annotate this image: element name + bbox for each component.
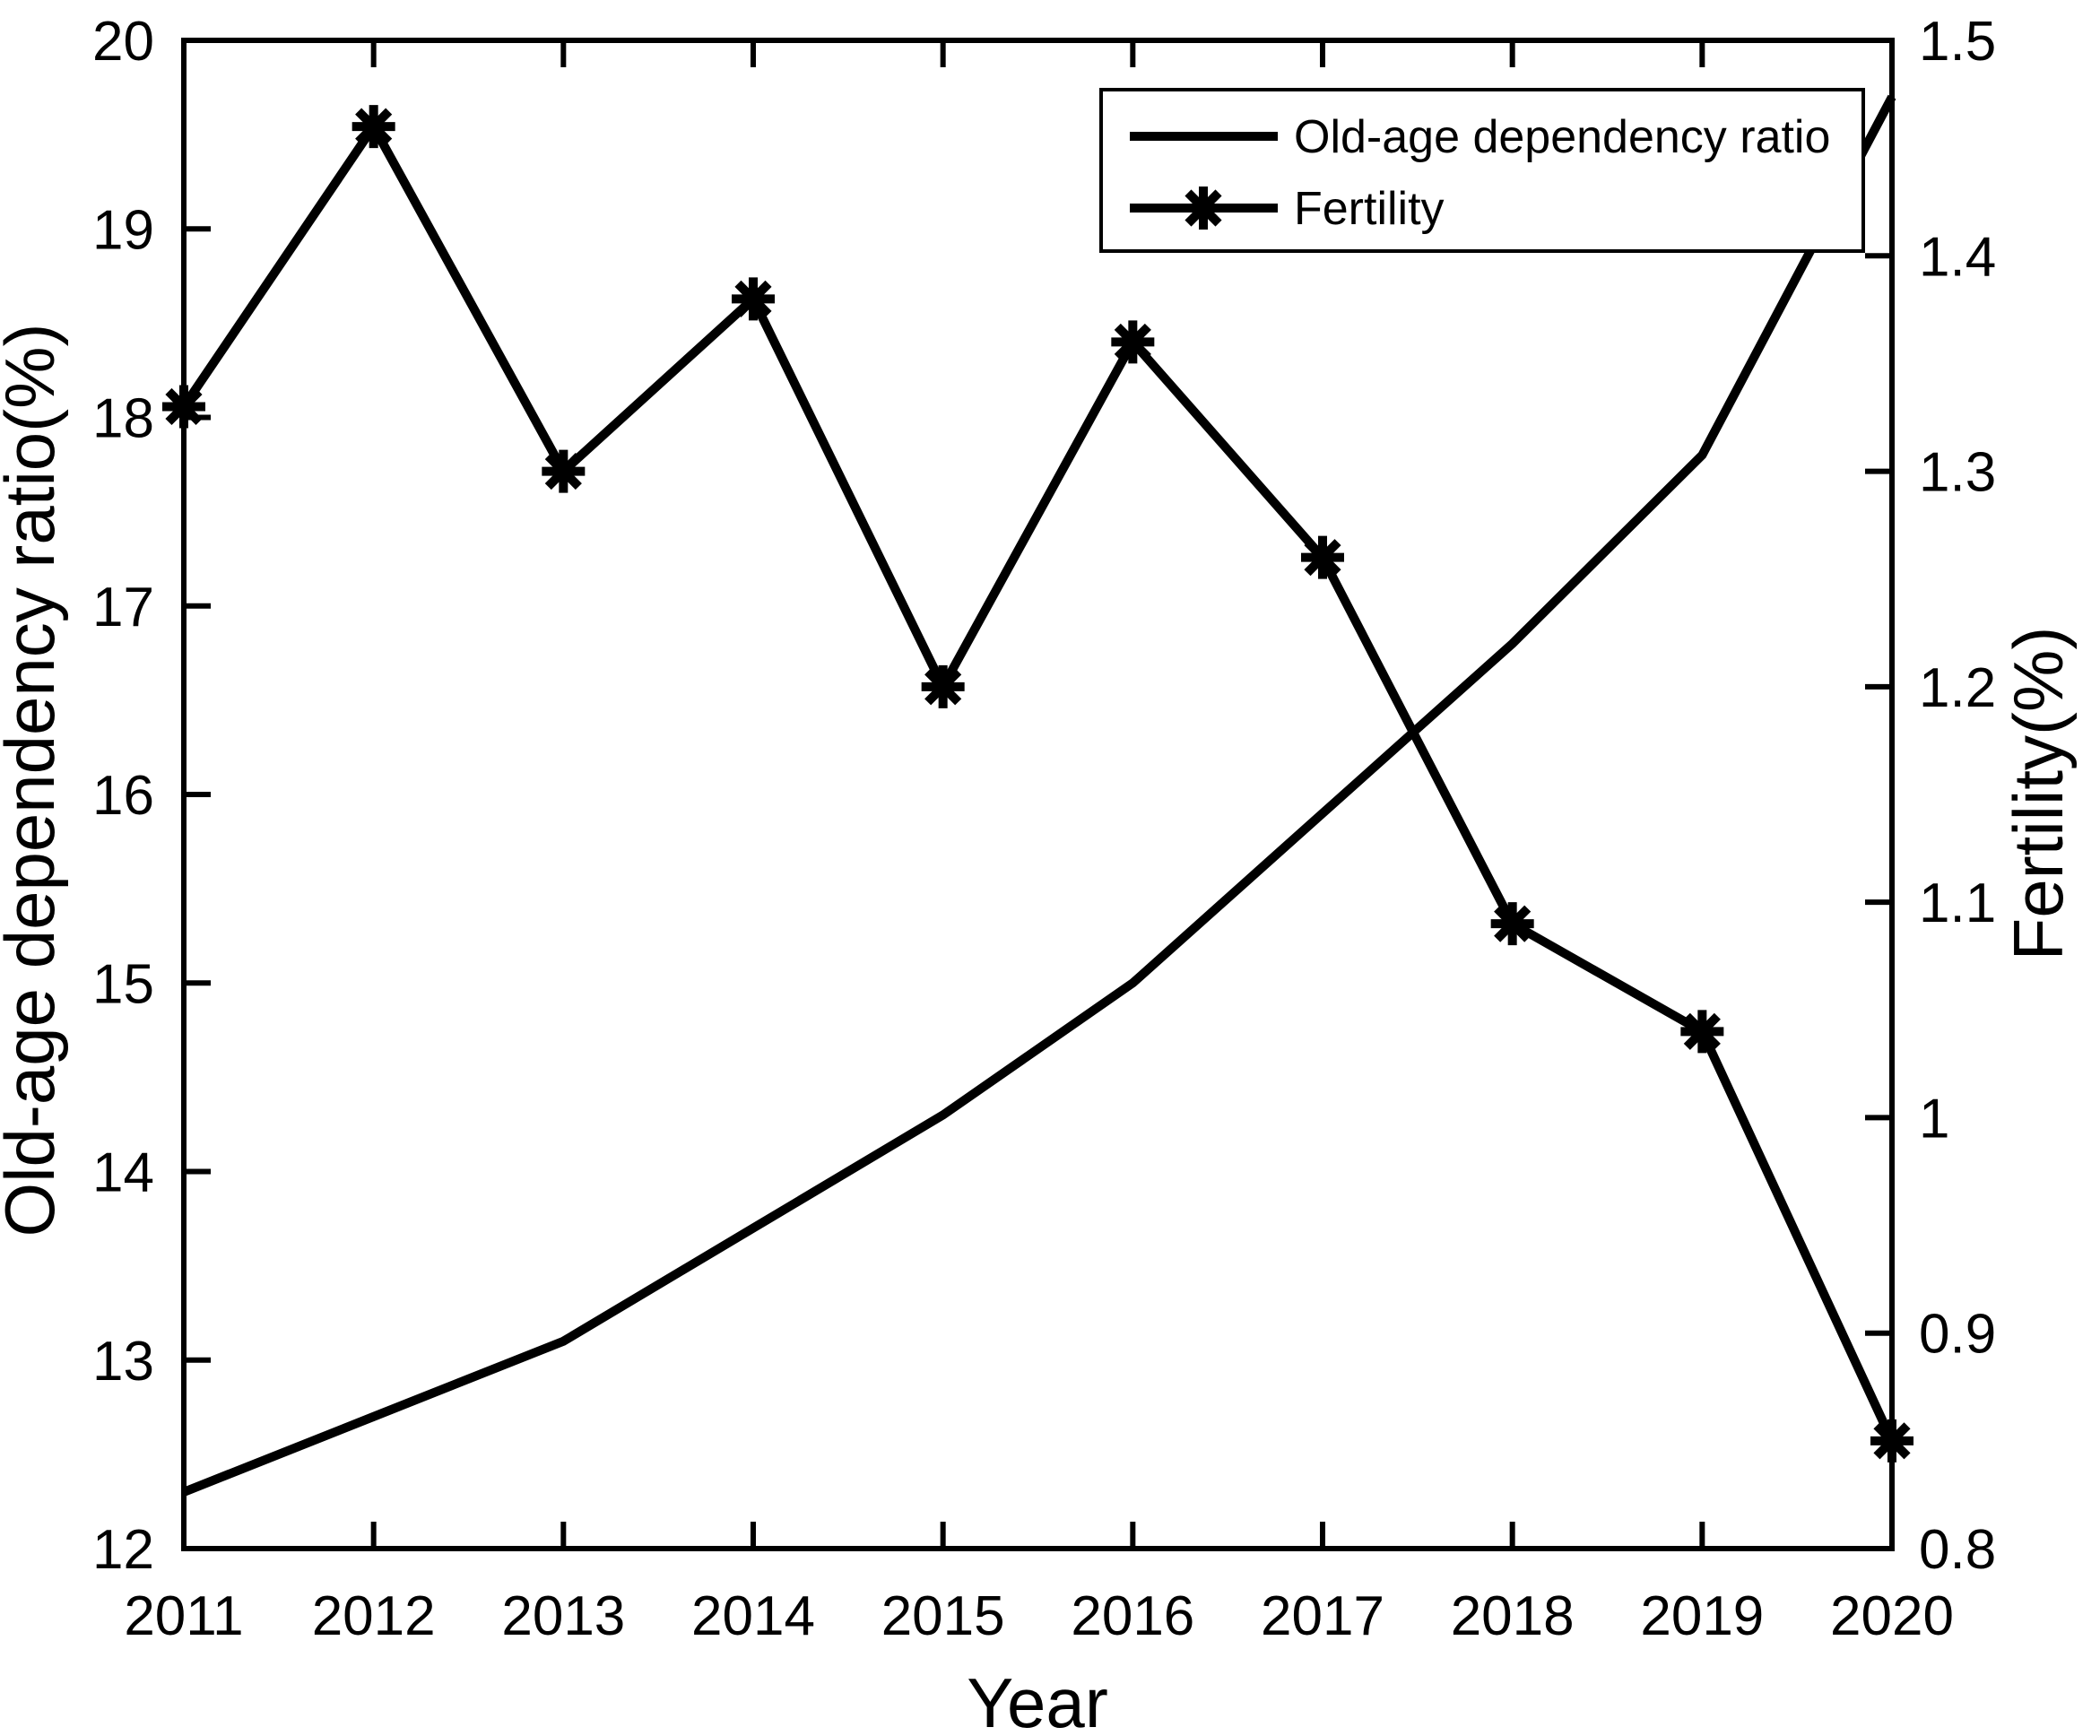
left-tick-label: 14 [92,1142,154,1204]
x-tick-label: 2018 [1451,1585,1575,1647]
fertility-marker [351,105,395,149]
fertility-line [179,117,1896,1443]
asterisk-spoke [924,668,962,706]
asterisk-spoke [1683,1012,1721,1050]
fertility-marker [542,449,586,493]
fertility-marker [162,385,205,429]
oldage-dependency-line [182,94,1896,1497]
right-tick-label: 1.4 [1919,226,1996,288]
asterisk-spoke [165,387,203,426]
right-tick-label: 1.2 [1919,657,1996,719]
fertility-marker [921,664,965,708]
left-tick-label: 16 [92,765,154,827]
right-tick-label: 1 [1919,1088,1949,1150]
right-axis-title: Fertility(%) [1999,627,2078,961]
x-tick-label: 2020 [1830,1585,1954,1647]
legend-box [1099,88,1865,253]
fertility-marker [1111,320,1155,364]
asterisk-spoke [1304,539,1341,577]
asterisk-spoke [734,280,772,317]
x-axis-title: Year [967,1663,1108,1736]
fertility-marker [1301,535,1344,579]
asterisk-spoke [1873,1422,1911,1460]
x-tick-label: 2016 [1071,1585,1194,1647]
x-tick-label: 2012 [312,1585,436,1647]
left-axis-title: Old-age dependency ratio(%) [0,324,69,1237]
right-tick-label: 1.3 [1919,442,1996,504]
left-tick-label: 19 [92,199,154,261]
left-tick-label: 20 [92,11,154,73]
asterisk-spoke [1185,189,1222,227]
left-tick-label: 15 [92,953,154,1015]
x-tick-label: 2019 [1640,1585,1764,1647]
x-tick-label: 2014 [691,1585,815,1647]
left-tick-label: 18 [92,388,154,450]
fertility-marker [1490,902,1534,946]
left-tick-label: 12 [92,1519,154,1581]
plot-box [181,38,1895,1551]
right-tick-label: 0.8 [1919,1519,1996,1581]
right-tick-label: 1.1 [1919,872,1996,934]
left-tick-label: 13 [92,1331,154,1393]
asterisk-spoke [1114,323,1151,360]
fertility-marker [732,277,775,321]
asterisk-spoke [1494,905,1532,942]
x-tick-label: 2013 [501,1585,625,1647]
asterisk-spoke [355,108,393,145]
legend-marker-fertility [1182,187,1225,230]
fertility-marker [1680,1010,1724,1054]
fertility-marker [1870,1419,1913,1463]
left-tick-label: 17 [92,577,154,638]
asterisk-spoke [544,452,582,490]
right-tick-label: 1.5 [1919,11,1996,73]
legend-entry-fertility: Fertility [1294,183,1445,235]
x-tick-label: 2011 [124,1585,243,1647]
right-tick-label: 0.9 [1919,1304,1996,1366]
x-tick-label: 2015 [881,1585,1005,1647]
x-tick-label: 2017 [1261,1585,1384,1647]
legend-entry-oldage: Old-age dependency ratio [1294,111,1830,163]
